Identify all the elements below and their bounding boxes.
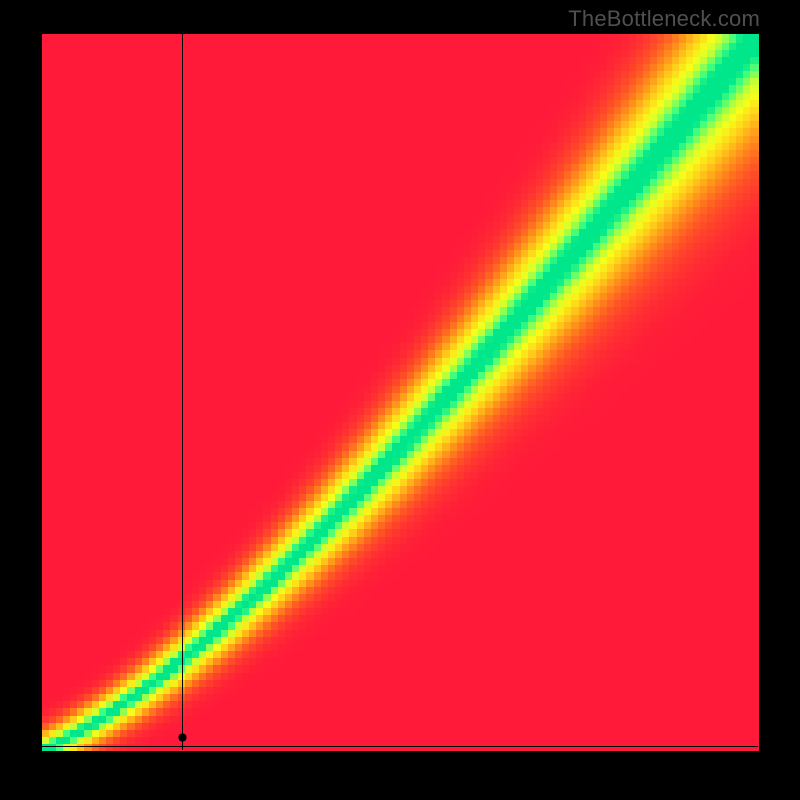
watermark-text: TheBottleneck.com xyxy=(568,6,760,32)
crosshair-overlay xyxy=(0,0,800,800)
